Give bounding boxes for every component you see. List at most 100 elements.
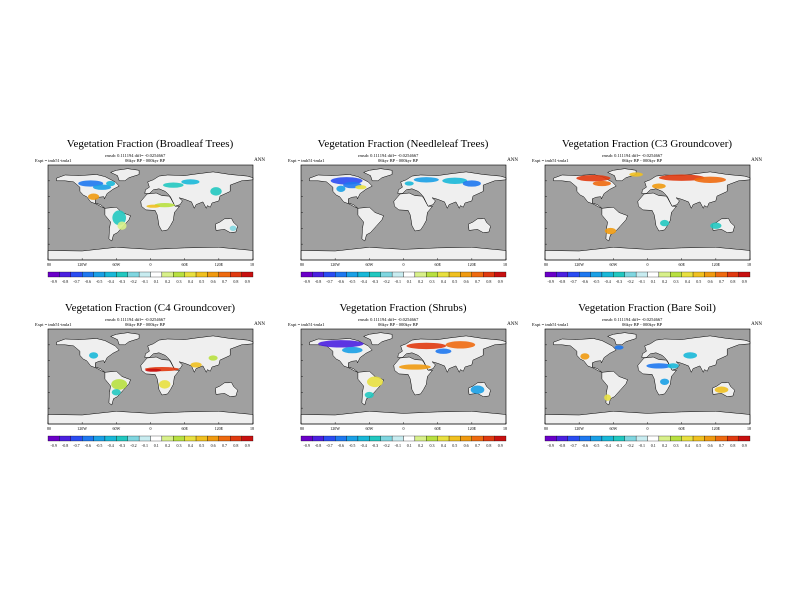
anomaly-patch — [614, 345, 624, 350]
colorbar-swatch — [195, 435, 208, 442]
colorbar-swatch — [47, 271, 60, 278]
anomaly-patch — [592, 180, 612, 187]
colorbar-label: 0.4 — [685, 279, 690, 284]
experiment-label: Expt = tmh51-tmla1 — [532, 322, 569, 327]
anomaly-patch — [111, 389, 121, 396]
colorbar-swatch — [658, 435, 671, 442]
continent-north-america — [56, 174, 120, 209]
colorbar-label: -0.3 — [119, 443, 125, 448]
colorbar-label: 0.1 — [651, 279, 656, 284]
lon-tick-label: 120W — [77, 262, 87, 267]
colorbar-label: 0.3 — [429, 279, 434, 284]
continent-australia — [468, 218, 491, 233]
colorbar-label: -0.1 — [142, 443, 148, 448]
colorbar-swatch — [670, 435, 682, 442]
colorbar-label: -0.2 — [627, 443, 633, 448]
lon-tick-label: 180 — [747, 426, 751, 431]
experiment-label: Expt = tmh51-tmla1 — [35, 158, 72, 163]
colorbar-swatch — [460, 271, 472, 278]
colorbar-swatch — [448, 271, 461, 278]
colorbar: -0.9 -0.8 -0.7 -0.6 -0.5 -0.4 -0.3 -0.2 -0.1 0.1 0… — [544, 271, 751, 284]
continent-australia — [712, 218, 735, 233]
colorbar-swatch — [369, 435, 381, 442]
colorbar-label: -0.7 — [326, 443, 332, 448]
world-map: 60N30N030S60S180120W60W060E120E180-0.9-0… — [544, 328, 751, 448]
anomaly-patch — [694, 176, 727, 183]
panel-c4-groundcover: Vegetation Fraction (C4 Groundcover) rmsd… — [35, 302, 265, 462]
lon-tick-label: 120E — [215, 426, 224, 431]
colorbar-label: 0.9 — [498, 443, 503, 448]
continent-greenland — [362, 168, 393, 182]
colorbar-label: 0.5 — [696, 443, 701, 448]
colorbar-label: -0.6 — [582, 279, 588, 284]
lon-tick-label: 60W — [112, 262, 120, 267]
colorbar-swatch — [127, 435, 140, 442]
anomaly-patch — [629, 172, 643, 177]
continent-greenland — [606, 332, 637, 346]
colorbar-swatch — [567, 435, 580, 442]
world-map: 60N30N030S60S180120W60W060E120E180-0.9-0… — [544, 164, 751, 284]
world-map: 60N30N030S60S180120W60W060E120E180-0.9-0… — [47, 328, 254, 448]
continent-greenland — [362, 332, 393, 346]
colorbar-swatch — [161, 435, 174, 442]
stats-label: rmsdc 0.111194 diff= -0.0254667 — [602, 153, 663, 158]
colorbar-swatch — [681, 271, 694, 278]
colorbar: -0.9 -0.8 -0.7 -0.6 -0.5 -0.4 -0.3 -0.2 -0.1 0.1 0… — [47, 435, 254, 448]
colorbar-swatch — [335, 435, 347, 442]
period-label: 06kyr BP - 000kyr BP — [622, 158, 663, 163]
colorbar-swatch — [704, 271, 716, 278]
colorbar-swatch — [346, 271, 359, 278]
continent-eurasia — [144, 171, 254, 209]
colorbar-swatch — [82, 435, 94, 442]
colorbar-label: -0.5 — [96, 443, 102, 448]
colorbar-label: 0.5 — [452, 443, 457, 448]
colorbar-label: 0.2 — [662, 279, 667, 284]
colorbar-label: -0.6 — [338, 279, 344, 284]
colorbar-label: 0.1 — [407, 279, 412, 284]
anomaly-patch — [398, 364, 431, 370]
continent-greenland — [109, 168, 140, 182]
colorbar-swatch — [613, 271, 625, 278]
colorbar-swatch — [184, 435, 197, 442]
colorbar-label: 0.8 — [486, 443, 491, 448]
panel-title: Vegetation Fraction (Shrubs) — [339, 302, 467, 314]
colorbar-swatch — [161, 271, 174, 278]
panel-shrubs: Vegetation Fraction (Shrubs) rmsdc 0.1111… — [288, 302, 518, 462]
colorbar-swatch — [391, 271, 404, 278]
colorbar-swatch — [195, 271, 208, 278]
colorbar-label: -0.4 — [360, 279, 366, 284]
anomaly-patch — [318, 340, 364, 348]
panel-broadleaf-trees: Vegetation Fraction (Broadleaf Trees) rms… — [35, 138, 265, 298]
colorbar-label: 0.3 — [176, 279, 181, 284]
colorbar-swatch — [47, 435, 60, 442]
colorbar-label: -0.2 — [130, 279, 136, 284]
colorbar-label: 0.3 — [176, 443, 181, 448]
lon-tick-label: 180 — [47, 426, 51, 431]
colorbar-label: 0.1 — [407, 443, 412, 448]
colorbar-swatch — [241, 435, 254, 442]
anomaly-patch — [92, 184, 112, 190]
colorbar-swatch — [70, 435, 83, 442]
colorbar-label: -0.1 — [639, 279, 645, 284]
season-label: ANN — [254, 322, 265, 327]
colorbar-label: -0.5 — [349, 443, 355, 448]
anomaly-patch — [646, 363, 672, 369]
colorbar-label: -0.5 — [349, 279, 355, 284]
colorbar-swatch — [116, 435, 128, 442]
lon-tick-label: 120E — [468, 426, 477, 431]
colorbar-swatch — [681, 435, 694, 442]
colorbar-swatch — [323, 435, 336, 442]
colorbar-label: -0.3 — [372, 279, 378, 284]
colorbar-swatch — [556, 435, 568, 442]
colorbar-swatch — [300, 271, 313, 278]
lon-tick-label: 60W — [609, 426, 617, 431]
colorbar-swatch — [414, 435, 427, 442]
colorbar-label: 0.3 — [429, 443, 434, 448]
colorbar-label: -0.7 — [73, 443, 79, 448]
anomaly-patch — [159, 380, 171, 389]
anomaly-patch — [229, 225, 237, 231]
colorbar-swatch — [658, 271, 671, 278]
colorbar-label: 0.1 — [154, 443, 159, 448]
colorbar-swatch — [601, 271, 614, 278]
colorbar-label: 0.6 — [708, 443, 713, 448]
